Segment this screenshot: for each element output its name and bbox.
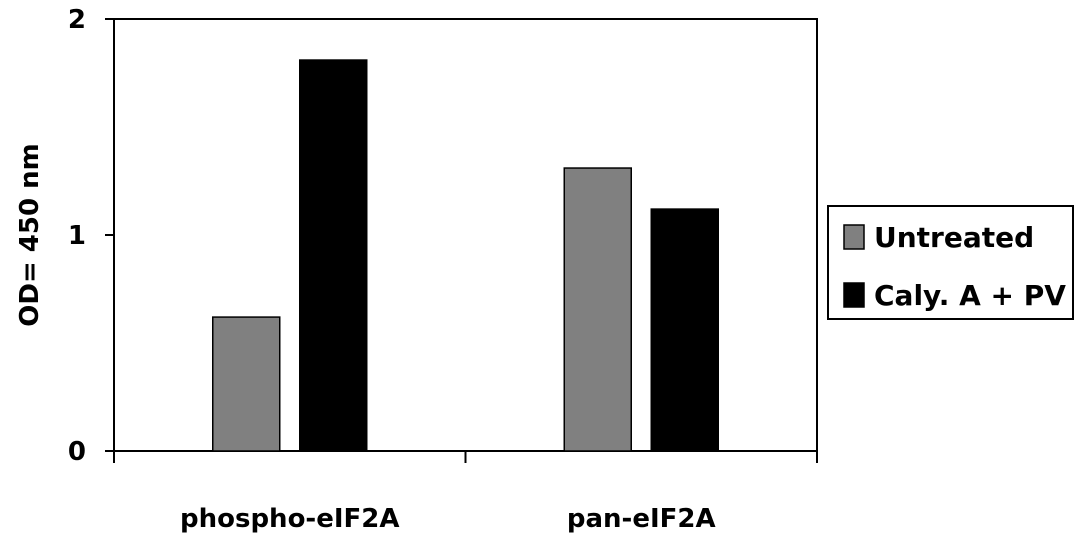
bar-0-0 [212,316,281,452]
legend-swatch-1 [843,282,865,308]
bar-1-0 [563,167,632,452]
y-axis: 0 1 2 [68,5,114,467]
bar-1-1 [650,208,719,452]
y-tick-label-0: 0 [68,437,86,467]
y-tick-label-2: 2 [68,5,86,35]
bar-0-1 [299,59,368,452]
legend: Untreated Caly. A + PV [827,205,1074,320]
legend-label-1: Caly. A + PV [874,279,1066,312]
legend-swatch-0 [843,224,865,250]
bars [212,59,719,452]
y-axis-label: OD= 450 nm [15,143,45,326]
x-tick-label-1: pan-eIF2A [567,504,716,533]
x-tick-label-0: phospho-eIF2A [180,504,400,533]
y-tick-label-1: 1 [68,221,86,251]
x-axis: phospho-eIF2A pan-eIF2A [113,451,818,534]
legend-label-0: Untreated [874,221,1034,254]
legend-box [827,205,1074,320]
